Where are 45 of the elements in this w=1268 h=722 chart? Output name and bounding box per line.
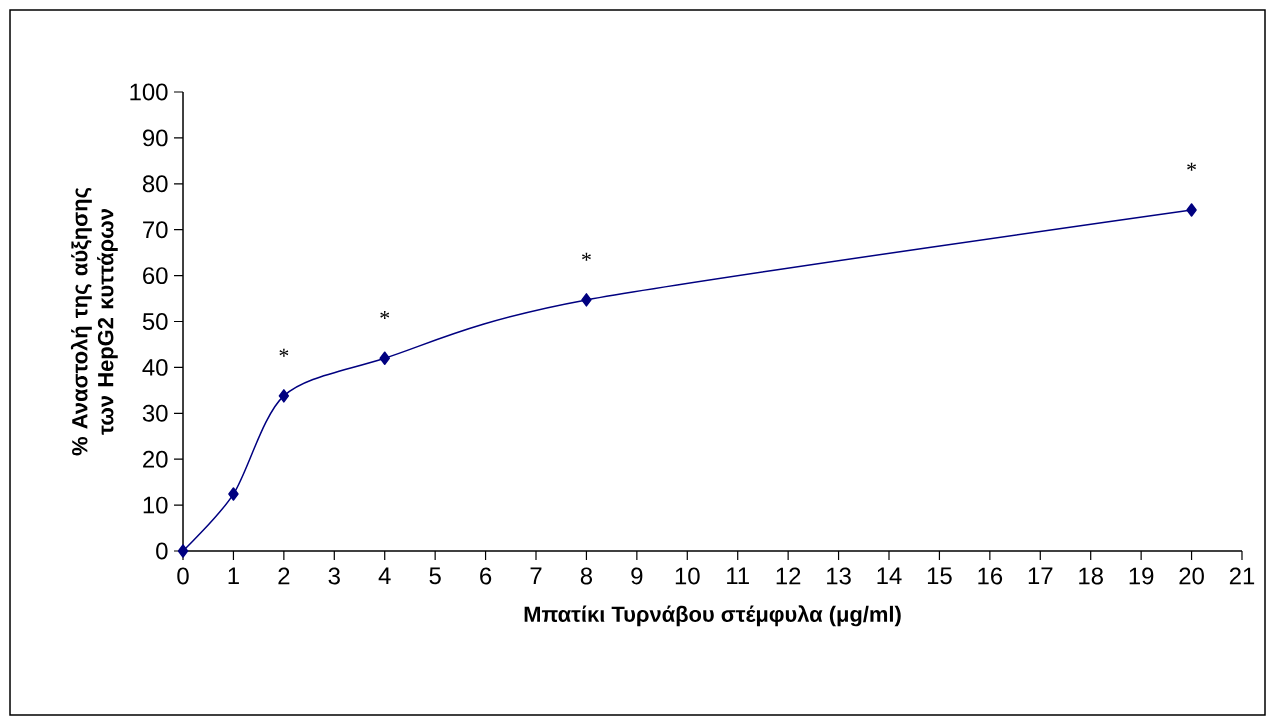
x-tick-label: 4: [378, 567, 391, 584]
y-tick-label: 20: [143, 450, 168, 468]
annotation: *: [380, 311, 390, 320]
y-tick-label: 90: [143, 129, 168, 147]
y-tick-label: 70: [143, 221, 168, 239]
x-tick-label: 8: [580, 567, 593, 585]
x-tick-label: 3: [328, 567, 340, 585]
point: [278, 389, 290, 403]
x-tick-label: 0: [177, 567, 189, 585]
x-tick-label: 21: [1229, 567, 1255, 585]
x-tick-label: 13: [827, 567, 851, 585]
x-tick-label: 19: [1129, 567, 1154, 585]
x-tick-label: 5: [429, 567, 441, 585]
annotation: *: [1187, 162, 1196, 171]
point: [379, 351, 390, 365]
x-tick-label: 9: [631, 567, 643, 585]
x-tick-label: 20: [1179, 567, 1204, 585]
x-tick-label: 11: [727, 567, 749, 584]
x-tick-label: 7: [530, 567, 542, 584]
x-tick-label: 15: [927, 567, 952, 585]
y-tick-label: 30: [142, 404, 168, 422]
y-axis-title: % Αναστολή της αύξησης των HepG2 κυττάρων: [70, 187, 118, 456]
y-tick-label: 10: [143, 496, 168, 514]
x-tick-label: 16: [978, 567, 1003, 585]
point: [177, 544, 189, 558]
x-tick-label: 10: [675, 567, 700, 585]
x-tick-label: 18: [1079, 567, 1103, 585]
y-tick-label: 60: [143, 267, 168, 285]
y-tick-label: 50: [142, 313, 168, 330]
annotation: *: [279, 348, 289, 357]
x-tick-label: 6: [480, 567, 492, 585]
x-tick-label: 14: [877, 567, 902, 584]
point: [228, 487, 239, 501]
y-tick-label: 0: [156, 542, 168, 560]
x-tick-label: 1: [228, 567, 239, 584]
annotation: *: [582, 252, 591, 261]
point: [1186, 203, 1197, 217]
y-tick-label: 80: [142, 175, 168, 193]
x-tick-label: 17: [1028, 567, 1053, 584]
y-tick-label: 40: [142, 358, 168, 376]
point: [581, 293, 592, 307]
x-tick-label: 2: [278, 567, 290, 585]
y-tick-label: 100: [130, 83, 168, 101]
x-tick-label: 12: [776, 567, 801, 585]
x-axis-title: Μπατίκι Τυρνάβου στέμφυλα (μg/ml): [524, 605, 901, 627]
